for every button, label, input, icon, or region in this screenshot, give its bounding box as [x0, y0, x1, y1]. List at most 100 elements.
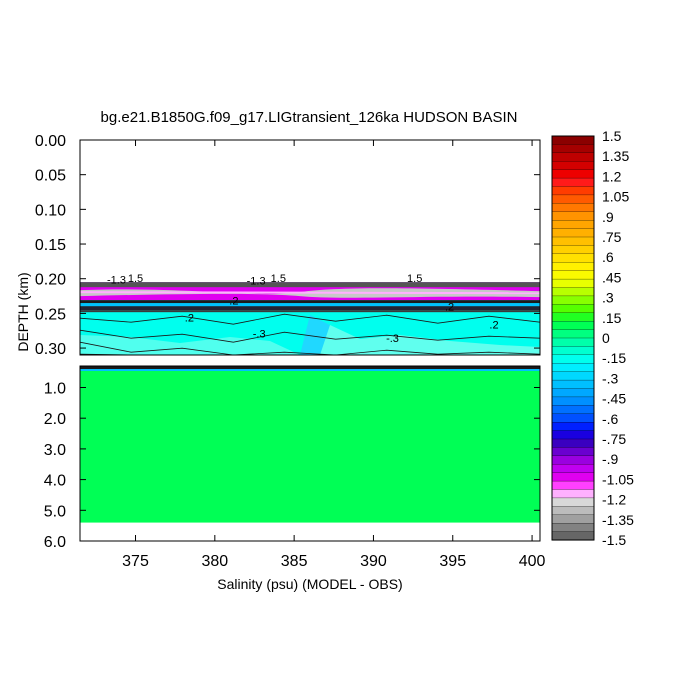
- x-tick-label-0: 375: [122, 553, 149, 570]
- upper-panel-field: [79, 282, 541, 355]
- colorbar-swatch-21: [551, 312, 595, 322]
- contour-label-4: 1.5: [407, 273, 422, 285]
- colorbar-swatch-8: [551, 203, 595, 213]
- contour-label-7: -.3: [253, 329, 266, 341]
- surface-top-dark: [80, 282, 540, 288]
- colorbar-swatch-12: [551, 236, 595, 246]
- colorbar-swatch-10: [551, 220, 595, 230]
- colorbar-label-5: .75: [602, 229, 622, 245]
- x-tick-label-5: 400: [519, 553, 546, 570]
- blue-lobe: [300, 315, 330, 355]
- y-tick-label-4: 5.0: [44, 503, 66, 520]
- colorbar-label-6: .6: [602, 249, 614, 265]
- contour-line-1: [79, 313, 541, 325]
- light-cyan-right: [310, 325, 540, 355]
- colorbar-swatch-32: [551, 405, 595, 415]
- colorbar-swatch-16: [551, 270, 595, 280]
- colorbar-label-19: -1.35: [602, 512, 634, 528]
- y-tick-label-6: 0.30: [35, 341, 66, 358]
- colorbar-swatch-33: [551, 413, 595, 423]
- y-tick-label-5: 0.25: [35, 306, 66, 323]
- colorbar-swatch-29: [551, 379, 595, 390]
- colorbar-swatch-3: [551, 161, 595, 171]
- contour-label-10: .2: [445, 302, 454, 314]
- contour-label-2: -1.3: [247, 275, 266, 287]
- y-axis-label: DEPTH (km): [15, 272, 31, 351]
- colorbar-swatch-23: [551, 329, 595, 339]
- chart-title: bg.e21.B1850G.f09_g17.LIGtransient_126ka…: [101, 109, 518, 126]
- y-tick-label-2: 3.0: [44, 442, 66, 459]
- colorbar-swatch-14: [551, 253, 595, 263]
- colorbar-label-7: .45: [602, 269, 622, 285]
- upper-y-ticks: 0.00 0.05 0.10 0.15 0.20 0.25 0.30: [35, 133, 540, 358]
- x-ticks: 375 380 385 390 395 400: [122, 140, 546, 570]
- colorbar-label-0: 1.5: [602, 128, 622, 144]
- colorbar-swatch-46: [551, 523, 595, 533]
- colorbar-swatch-26: [551, 354, 595, 364]
- colorbar-label-9: .15: [602, 310, 622, 326]
- colorbar-swatch-28: [551, 371, 595, 381]
- y-tick-label-3: 0.15: [35, 237, 66, 254]
- colorbar-swatch-38: [551, 455, 595, 465]
- lower-panel: 1.0 2.0 3.0 4.0 5.0 6.0 375 380 385 390 395 400: [44, 140, 546, 570]
- colorbar-label-1: 1.35: [602, 148, 629, 164]
- colorbar-swatch-24: [551, 337, 595, 347]
- colorbar-swatch-36: [551, 438, 595, 448]
- colorbar-swatch-0: [551, 135, 595, 145]
- y-tick-label-5: 6.0: [44, 534, 66, 551]
- contour-label-0: -1.3: [107, 275, 126, 287]
- colorbar-label-17: -1.05: [602, 471, 634, 487]
- x-tick-label-4: 395: [439, 553, 466, 570]
- deep-top-stripe: [80, 366, 540, 369]
- y-tick-label-1: 2.0: [44, 411, 66, 428]
- x-tick-label-3: 390: [360, 553, 387, 570]
- x-tick-label-1: 380: [201, 553, 228, 570]
- colorbar-swatch-22: [551, 321, 595, 331]
- colorbar-swatch-31: [551, 396, 595, 406]
- colorbar-swatch-2: [551, 152, 595, 162]
- colorbar-swatch-41: [551, 480, 595, 491]
- colorbar-label-11: -.15: [602, 350, 626, 366]
- colorbar-label-12: -.3: [602, 370, 619, 386]
- colorbar-swatch-11: [551, 228, 595, 238]
- contour-line-3: [79, 341, 541, 356]
- colorbar-frame: [551, 135, 595, 541]
- contour-label-5: .2: [229, 295, 238, 307]
- colorbar-swatch-43: [551, 497, 595, 507]
- blue-stripe: [80, 303, 540, 307]
- contour-label-1: 1.5: [128, 273, 143, 285]
- contour-labels: -1.3 1.5 -1.3 1.5 1.5.2.2-.3.2-.3.2: [107, 273, 499, 345]
- surface-pink-line: [79, 291, 541, 295]
- y-tick-label-2: 0.10: [35, 202, 66, 219]
- y-tick-label-0: 0.00: [35, 133, 66, 150]
- colorbar-label-4: .9: [602, 209, 614, 225]
- colorbar-label-2: 1.2: [602, 168, 622, 184]
- colorbar-label-8: .3: [602, 290, 614, 306]
- colorbar-swatch-9: [551, 211, 595, 221]
- y-tick-label-4: 0.20: [35, 272, 66, 289]
- contour-label-9: -.3: [386, 333, 399, 345]
- colorbar-label-16: -.9: [602, 451, 619, 467]
- colorbar-swatch-15: [551, 262, 595, 272]
- y-tick-label-1: 0.05: [35, 168, 66, 185]
- contour-label-8: .2: [489, 320, 498, 332]
- colorbar-swatch-45: [551, 514, 595, 524]
- colorbar-swatch-40: [551, 472, 595, 482]
- colorbar-swatch-44: [551, 506, 595, 516]
- dark-stripe-3: [80, 310, 540, 313]
- colorbar-label-20: -1.5: [602, 532, 626, 548]
- deep-field: [80, 366, 540, 523]
- upper-panel-frame: [79, 139, 541, 356]
- dark-stripe-1: [80, 300, 540, 304]
- colorbar-label-18: -1.2: [602, 492, 626, 508]
- colorbar-swatch-25: [551, 346, 595, 356]
- x-axis-label: Salinity (psu) (MODEL - OBS): [217, 576, 402, 592]
- colorbar-swatch-35: [551, 430, 595, 440]
- upper-panel: -1.3 1.5 -1.3 1.5 1.5.2.2-.3.2-.3.2 0.000.05…: [35, 133, 541, 358]
- lower-panel-frame: [79, 365, 541, 542]
- y-tick-label-3: 4.0: [44, 473, 66, 490]
- colorbar: 1.5 1.35 1.2 1.05 .9 .75 .6 .45 .3 .15 0 -.15 -.3 -.4…: [551, 128, 634, 548]
- colorbar-swatch-17: [551, 278, 595, 289]
- contour-label-3: 1.5: [271, 273, 286, 285]
